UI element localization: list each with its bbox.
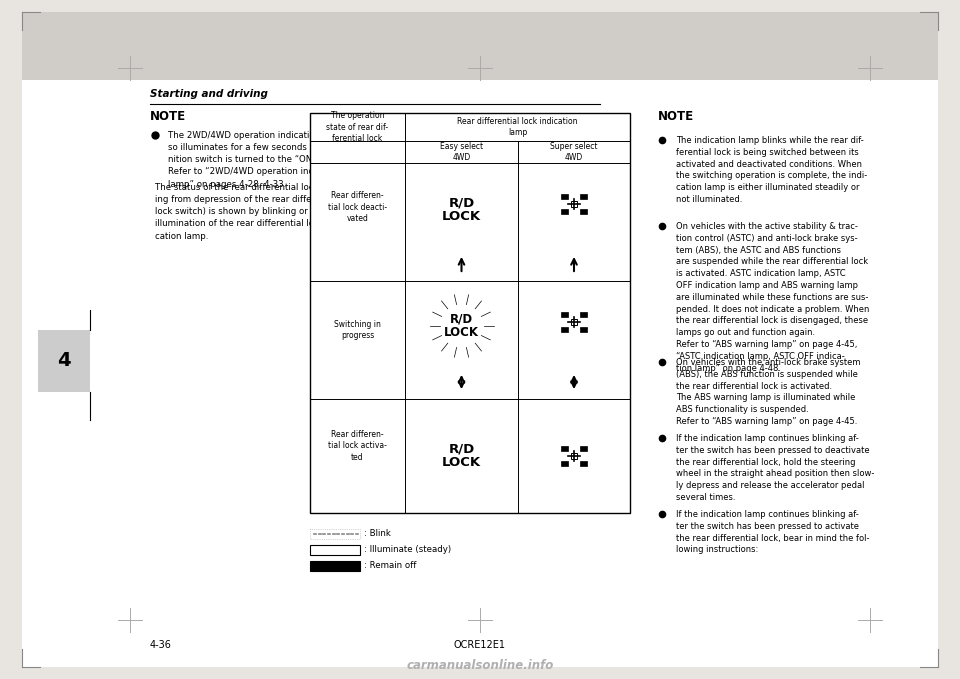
Bar (310, 113, 630, 513)
Text: On vehicles with the active stability & trac-
tion control (ASTC) and anti-lock : On vehicles with the active stability & … (676, 222, 870, 373)
Text: NOTE: NOTE (658, 110, 694, 123)
Text: : Blink: : Blink (364, 530, 391, 538)
Bar (571, 202, 577, 206)
Text: Rear differential lock indication
lamp: Rear differential lock indication lamp (457, 117, 578, 137)
Text: If the indication lamp continues blinking af-
ter the switch has been pressed to: If the indication lamp continues blinkin… (676, 434, 875, 502)
Text: Starting and driving: Starting and driving (150, 89, 268, 99)
Bar (561, 194, 567, 199)
Bar (581, 445, 588, 451)
Bar (561, 445, 567, 451)
Bar (22, 12, 938, 80)
Text: Easy select
4WD: Easy select 4WD (440, 142, 483, 162)
Bar (581, 327, 588, 332)
Bar (310, 561, 360, 571)
Bar (561, 312, 567, 317)
Text: NOTE: NOTE (150, 110, 186, 123)
Text: The operation
state of rear dif-
ferential lock: The operation state of rear dif- ferenti… (326, 111, 389, 143)
Bar (571, 320, 577, 325)
Text: carmanualsonline.info: carmanualsonline.info (406, 659, 554, 672)
Text: Super select
4WD: Super select 4WD (550, 142, 598, 162)
Bar (581, 461, 588, 466)
Text: R/D
LOCK: R/D LOCK (442, 443, 481, 469)
Bar (310, 545, 360, 555)
Bar (581, 209, 588, 215)
Text: : Illuminate (steady): : Illuminate (steady) (364, 545, 451, 555)
Text: On vehicles with the anti-lock brake system
(ABS), the ABS function is suspended: On vehicles with the anti-lock brake sys… (676, 358, 860, 426)
Bar (581, 194, 588, 199)
Text: 4-36: 4-36 (150, 640, 172, 650)
Bar (571, 454, 577, 458)
Bar (561, 209, 567, 215)
Text: 4: 4 (58, 352, 71, 371)
Text: The 2WD/4WD operation indication lamp al-
so illuminates for a few seconds when : The 2WD/4WD operation indication lamp al… (168, 131, 364, 189)
Text: Rear differen-
tial lock activa-
ted: Rear differen- tial lock activa- ted (328, 430, 387, 462)
Bar (310, 529, 360, 539)
Text: The status of the rear differential lock (result-
ing from depression of the rea: The status of the rear differential lock… (155, 183, 352, 240)
Text: R/D
LOCK: R/D LOCK (444, 312, 479, 340)
Text: : Remain off: : Remain off (364, 562, 417, 570)
Bar (581, 312, 588, 317)
Text: Switching in
progress: Switching in progress (334, 320, 381, 340)
Text: If the indication lamp continues blinking af-
ter the switch has been pressed to: If the indication lamp continues blinkin… (676, 510, 870, 554)
Text: R/D
LOCK: R/D LOCK (442, 196, 481, 223)
Text: The indication lamp blinks while the rear dif-
ferential lock is being switched : The indication lamp blinks while the rea… (676, 136, 867, 204)
Bar (561, 461, 567, 466)
Bar (38, 330, 90, 392)
Bar (561, 327, 567, 332)
Text: OCRE12E1: OCRE12E1 (454, 640, 506, 650)
Text: Rear differen-
tial lock deacti-
vated: Rear differen- tial lock deacti- vated (328, 191, 387, 223)
